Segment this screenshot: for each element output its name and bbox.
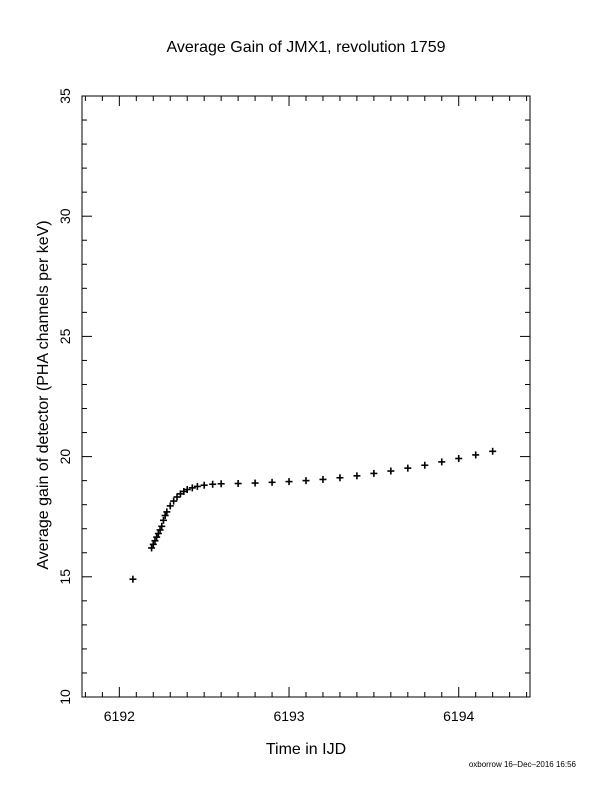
data-point <box>319 475 327 483</box>
data-point <box>188 484 196 492</box>
data-point <box>353 472 361 480</box>
data-point <box>387 467 395 475</box>
data-point <box>148 544 156 552</box>
data-point <box>170 497 178 505</box>
x-axis-label: Time in IJD <box>266 741 346 758</box>
data-point <box>129 575 137 583</box>
data-point <box>234 480 242 488</box>
data-point <box>302 477 310 485</box>
data-point <box>159 516 167 524</box>
chart-title: Average Gain of JMX1, revolution 1759 <box>167 39 446 56</box>
data-point <box>285 478 293 486</box>
data-point <box>193 482 201 490</box>
data-point <box>472 451 480 459</box>
y-tick-label: 25 <box>57 328 73 344</box>
data-point <box>183 486 191 494</box>
data-point <box>161 511 169 519</box>
data-point <box>217 480 225 488</box>
data-points <box>129 447 497 583</box>
data-point <box>489 447 497 455</box>
data-point <box>251 479 259 487</box>
x-tick-label: 6194 <box>443 708 474 724</box>
y-axis-label: Average gain of detector (PHA channels p… <box>35 220 52 569</box>
data-point <box>200 481 208 489</box>
x-tick-label: 6193 <box>273 708 304 724</box>
data-point <box>438 458 446 466</box>
data-point <box>166 502 174 510</box>
data-point <box>156 526 164 534</box>
data-point <box>209 480 217 488</box>
data-point <box>158 522 166 530</box>
plot-frame <box>81 95 531 698</box>
y-tick-label: 15 <box>57 569 73 585</box>
data-point <box>154 530 162 538</box>
data-point <box>336 474 344 482</box>
y-tick-label: 35 <box>57 88 73 104</box>
data-point <box>163 508 171 516</box>
y-tick-label: 10 <box>57 689 73 705</box>
footer-credit: oxborrow 16–Dec–2016 16:56 <box>468 760 576 769</box>
x-tick-label: 6192 <box>104 708 135 724</box>
data-point <box>370 469 378 477</box>
axis-ticks <box>82 95 530 698</box>
data-point <box>455 455 463 463</box>
tick-labels: 6192 6193 6194 10 15 20 25 30 35 <box>57 88 475 724</box>
y-tick-label: 20 <box>57 449 73 465</box>
data-point <box>149 540 157 548</box>
data-point <box>153 533 161 541</box>
y-tick-label: 30 <box>57 208 73 224</box>
data-point <box>151 537 159 545</box>
data-point <box>268 478 276 486</box>
data-point <box>404 464 412 472</box>
data-point <box>421 461 429 469</box>
